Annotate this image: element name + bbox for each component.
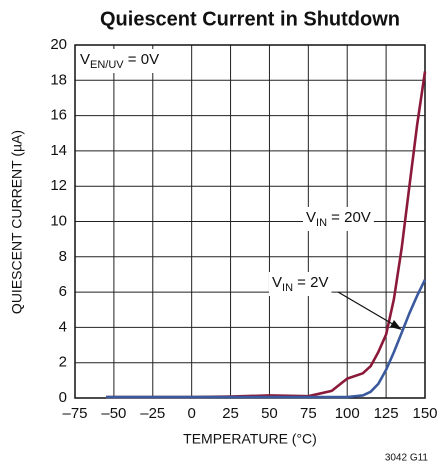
annotation: VEN/UV = 0V [80,51,159,71]
chart-title: Quiescent Current in Shutdown [100,8,400,30]
y-tick-label: 12 [50,177,67,194]
annotation-bg [269,272,332,296]
x-axis-label: TEMPERATURE (°C) [183,431,317,447]
y-tick-label: 8 [59,248,67,265]
arrow-head [390,320,402,330]
y-tick-label: 16 [50,107,67,124]
series-line [106,71,427,399]
y-tick-label: 4 [59,318,67,335]
y-axis-label: QUIESCENT CURRENT (µA) [9,130,25,314]
annotation-bg [77,49,163,73]
annotation-suffix: = 0V [124,51,159,68]
annotation-sub: EN/UV [90,59,124,71]
x-tick-label: 75 [300,405,317,422]
x-tick-label: 0 [187,405,195,422]
x-tick-label: 125 [374,405,399,422]
annotation: VIN = 2V [272,274,328,294]
annotation-arrow [337,291,397,327]
annotation-suffix: = 2V [293,274,328,291]
x-tick-label: 50 [261,405,278,422]
y-tick-label: 18 [50,71,67,88]
annotation-bg [303,207,374,231]
footnote: 3042 G11 [385,453,429,464]
annotation-sub: IN [282,282,293,294]
series-line [106,279,427,399]
y-tick-label: 20 [50,36,67,53]
annotation-suffix: = 20V [327,209,371,226]
y-tick-label: 2 [59,354,67,371]
x-tick-label: 150 [412,405,437,422]
annotation-main: V [272,274,282,291]
x-tick-label: 100 [335,405,360,422]
annotation-sub: IN [316,217,327,229]
x-tick-label: 25 [222,405,239,422]
y-tick-label: 14 [50,142,67,159]
annotation: VIN = 20V [306,209,371,229]
x-tick-label: –75 [62,405,87,422]
annotation-main: V [80,51,90,68]
annotation-main: V [306,209,316,226]
x-tick-label: –50 [101,405,126,422]
x-tick-label: –25 [140,405,165,422]
y-tick-label: 0 [59,389,67,406]
y-tick-label: 6 [59,283,67,300]
y-tick-label: 10 [50,212,67,229]
